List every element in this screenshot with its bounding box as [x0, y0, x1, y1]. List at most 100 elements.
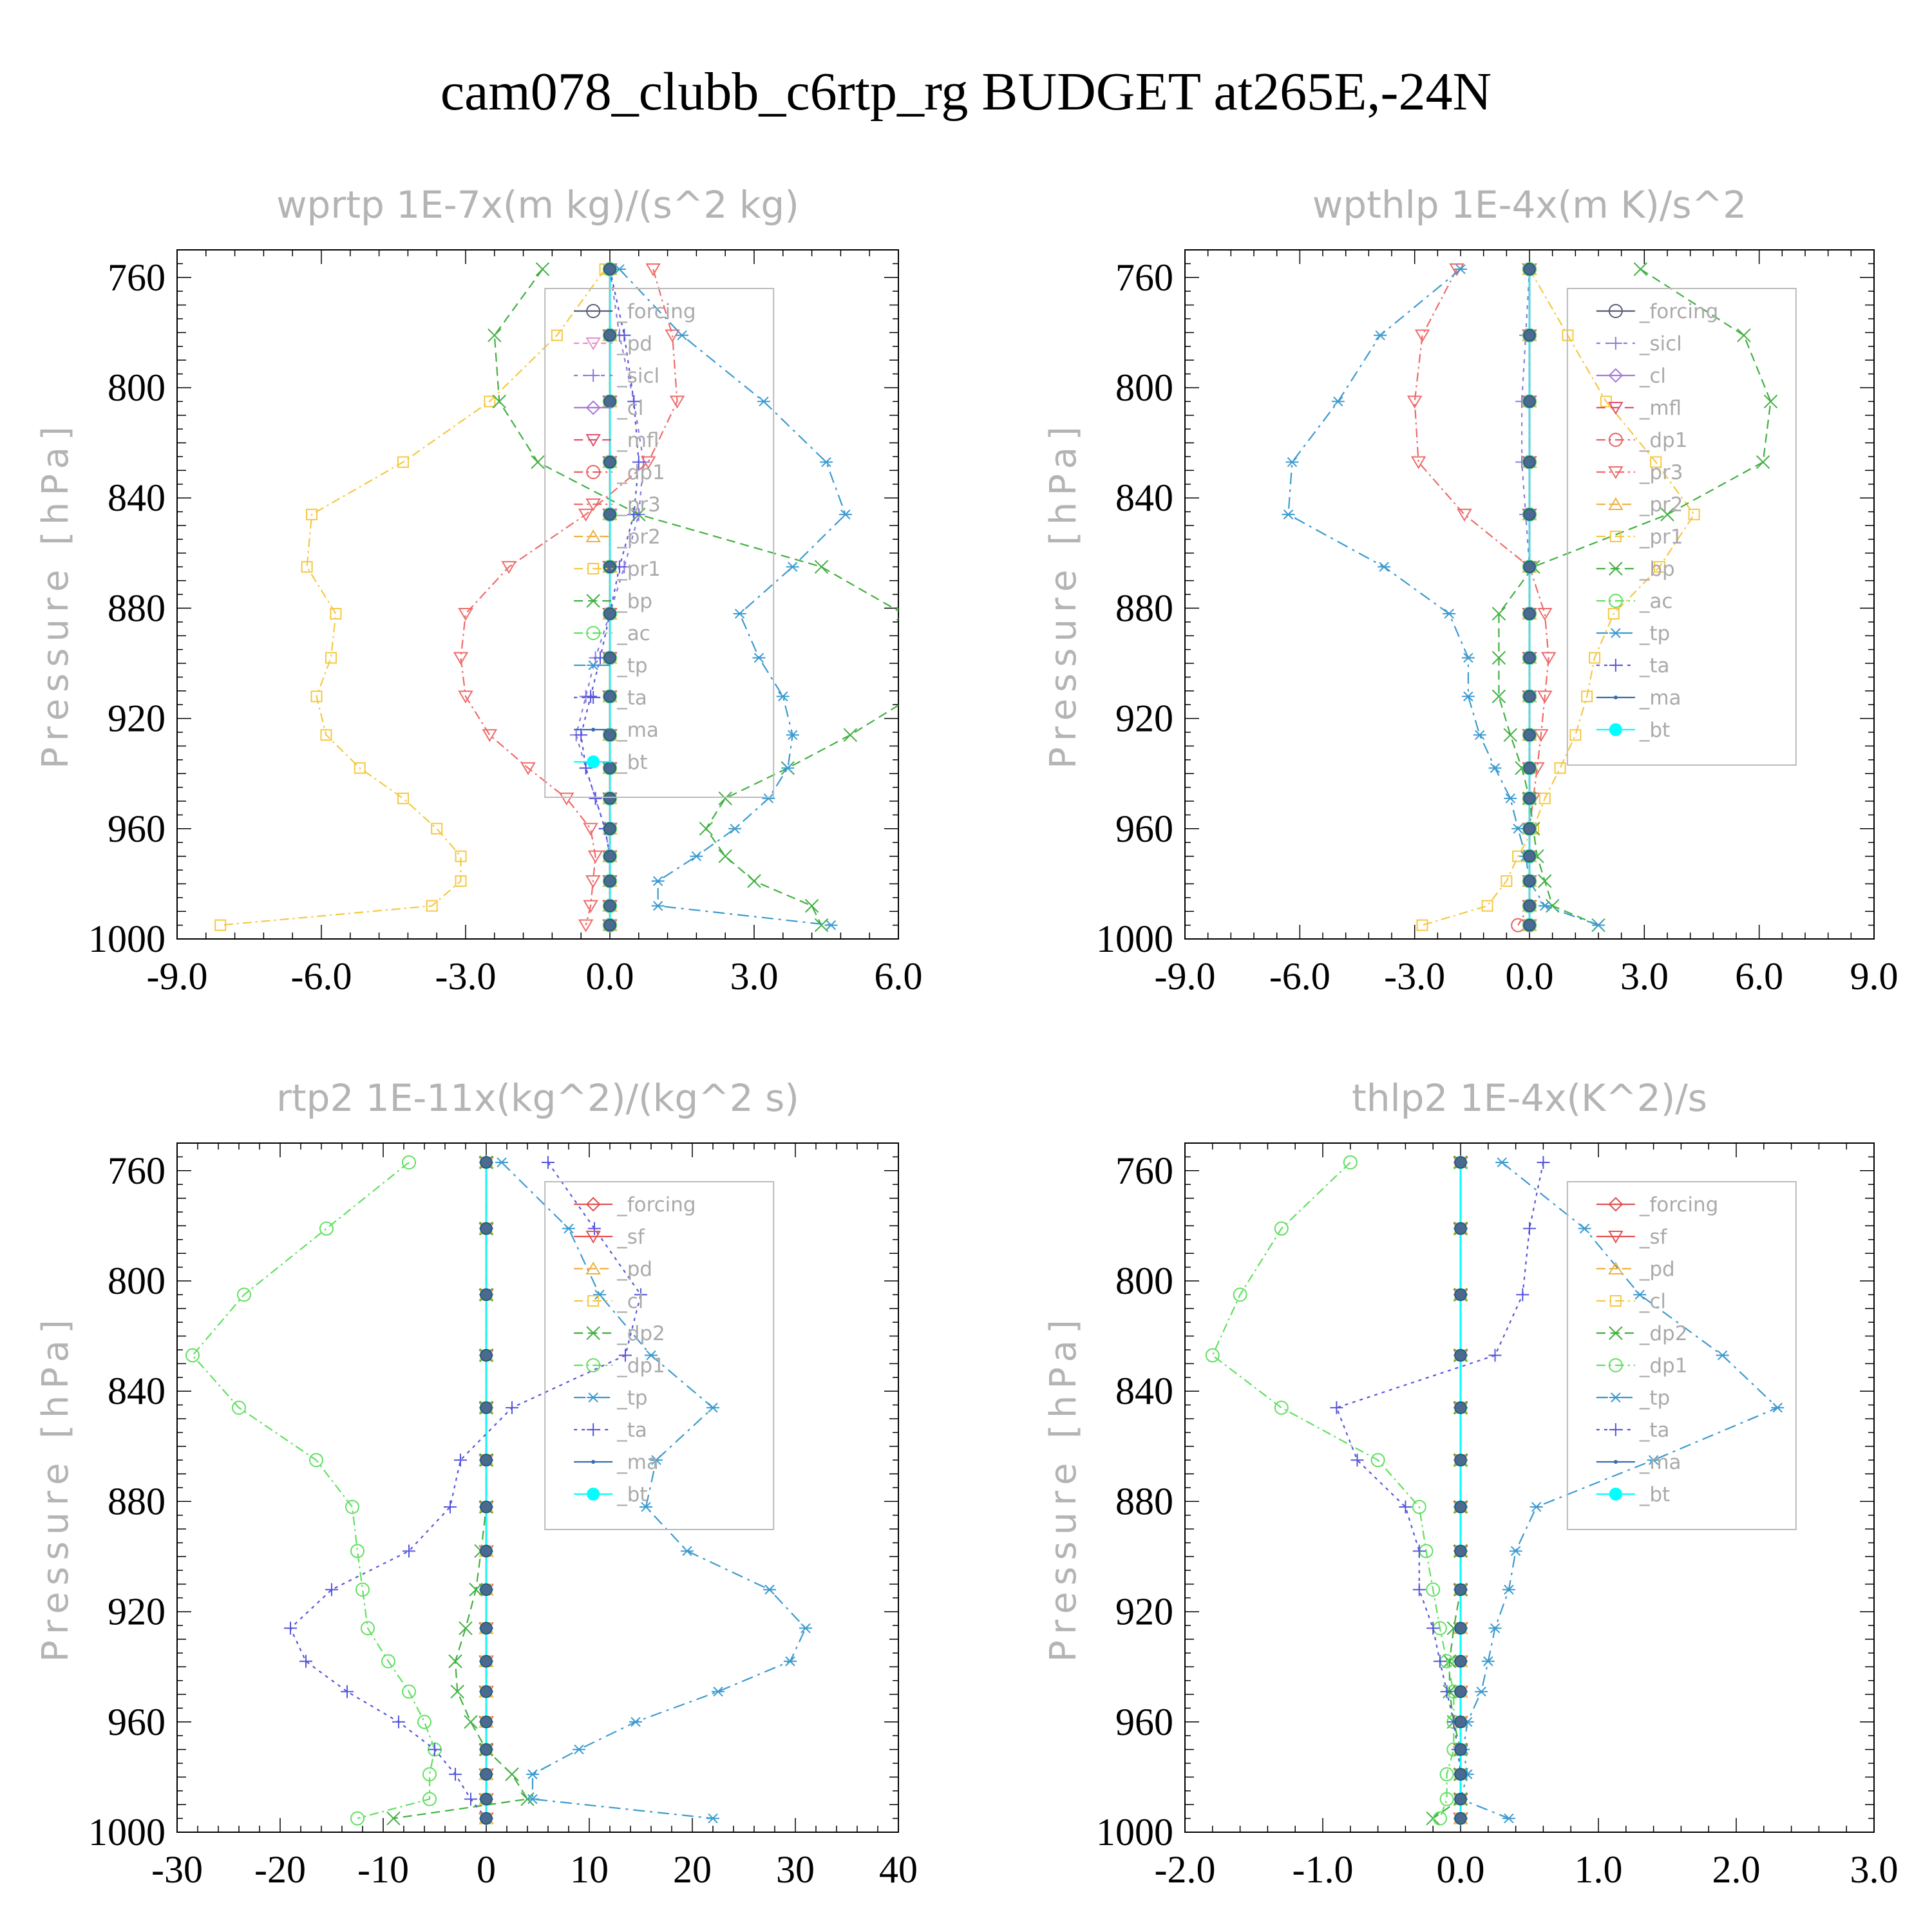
data-point: [1492, 607, 1506, 621]
legend-label: _cl: [1639, 1290, 1666, 1313]
data-point: [1537, 1155, 1550, 1169]
zero-marker: [1523, 395, 1536, 408]
y-tick-label: 920: [108, 697, 166, 740]
data-point: [454, 1454, 467, 1467]
legend-label: _dp1: [1639, 429, 1688, 452]
data-point: [1688, 508, 1700, 520]
data-point: [1461, 691, 1475, 702]
data-point: [627, 507, 641, 521]
plot-frame: [1184, 1142, 1875, 1833]
y-axis-label: Pressure [hPa]: [1043, 420, 1084, 769]
legend-label: _pd: [1639, 1258, 1675, 1281]
data-point: [492, 394, 506, 409]
zero-marker: [480, 1685, 493, 1698]
data-point: [752, 652, 766, 663]
legend-label: _pr3: [1639, 461, 1683, 484]
data-point: [1502, 1584, 1515, 1595]
y-tick-label: 840: [1115, 477, 1173, 519]
x-tick-label: 2.0: [1712, 1848, 1761, 1891]
series-line-dp1: [191, 1162, 436, 1819]
data-point: [426, 900, 438, 912]
data-point: [444, 1500, 457, 1513]
data-point: [669, 395, 685, 409]
data-point: [284, 1622, 297, 1635]
data-point: [237, 1287, 251, 1302]
data-point: [386, 1811, 401, 1826]
legend-label: _ma: [616, 719, 659, 742]
data-point: [397, 792, 409, 804]
legend-marker: [585, 1231, 601, 1244]
y-axis-label: Pressure [hPa]: [35, 1313, 77, 1662]
data-point: [1538, 900, 1551, 911]
data-point: [1370, 1453, 1385, 1468]
data-point: [699, 822, 714, 836]
data-point: [786, 562, 799, 572]
series-line-tp: [619, 269, 847, 926]
legend-marker: [586, 594, 600, 608]
data-point: [1330, 1401, 1343, 1414]
data-point: [1461, 652, 1475, 663]
data-point: [629, 1717, 642, 1727]
zero-marker: [603, 791, 616, 805]
legend-marker: [587, 1423, 600, 1436]
data-point: [1488, 1623, 1502, 1633]
legend-marker: [1613, 1460, 1618, 1464]
zero-marker: [1454, 1685, 1467, 1698]
legend-label: _dp1: [616, 1354, 665, 1378]
data-point: [455, 875, 467, 887]
data-point: [1285, 457, 1299, 468]
panel-title: wprtp 1E-7x(m kg)/(s^2 kg): [276, 183, 799, 227]
legend-marker: [586, 465, 601, 479]
series-line-tp: [501, 1162, 807, 1819]
data-point: [588, 1222, 601, 1235]
data-point: [459, 1621, 473, 1635]
zero-marker: [480, 1792, 493, 1806]
data-point: [330, 607, 342, 620]
figure-title: cam078_clubb_c6rtp_rg BUDGET at265E,-24N: [440, 62, 1492, 122]
legend-label: _forcing: [616, 300, 696, 323]
plot-area: [1282, 261, 1778, 933]
data-point: [422, 1767, 437, 1782]
x-tick-label: -3.0: [435, 955, 497, 998]
data-point: [1432, 1811, 1447, 1826]
data-point: [578, 508, 594, 522]
legend-label: _sicl: [1639, 332, 1682, 355]
chart-panel-1: wprtp 1E-7x(m kg)/(s^2 kg) Pressure [hPa]…: [35, 183, 929, 998]
data-point: [185, 1348, 200, 1363]
data-point: [1537, 690, 1553, 704]
data-point: [589, 791, 602, 805]
data-point: [345, 1499, 359, 1514]
zero-marker: [603, 651, 616, 665]
data-point: [916, 651, 929, 664]
data-point: [526, 1769, 539, 1779]
legend-marker: [1608, 594, 1623, 608]
legend-marker: [1608, 368, 1624, 383]
zero-marker: [1523, 918, 1536, 932]
data-point: [1475, 1687, 1488, 1697]
data-point: [1569, 729, 1582, 741]
data-point: [449, 1768, 462, 1781]
chart-panel-4: thlp2 1E-4x(K^2)/s Pressure [hPa] 760 800 84…: [1043, 1076, 1899, 1891]
x-tick-label: 0.0: [1437, 1848, 1485, 1891]
x-tick-label: -1.0: [1293, 1848, 1354, 1891]
data-point: [1481, 900, 1493, 912]
legend-label: _sicl: [616, 365, 659, 388]
data-point: [757, 396, 770, 407]
legend-marker: [587, 660, 600, 670]
data-point: [843, 728, 858, 742]
legend-label: _dp1: [1639, 1354, 1688, 1378]
y-axis-label: Pressure [hPa]: [1043, 1313, 1084, 1662]
zero-marker: [603, 690, 616, 703]
legend-label: _sf: [616, 1226, 645, 1249]
zero-marker: [1454, 1222, 1467, 1235]
data-point: [651, 900, 665, 911]
legend-marker: [585, 337, 601, 350]
data-point: [325, 652, 337, 664]
zero-marker: [603, 875, 616, 887]
data-point: [562, 1223, 575, 1234]
data-point: [838, 509, 852, 520]
y-tick-label: 920: [108, 1591, 166, 1633]
zero-marker: [480, 1156, 493, 1169]
zero-marker: [603, 899, 616, 913]
x-tick-label: -2.0: [1155, 1848, 1216, 1891]
